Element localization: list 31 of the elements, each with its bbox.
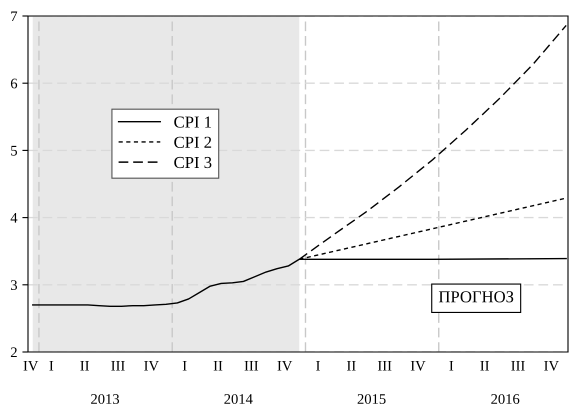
text: I [316, 360, 320, 371]
legend-label: CPI 2 [174, 136, 212, 148]
y-tick-label: 4 [10, 213, 18, 223]
x-tick-label: 2016 [491, 394, 520, 404]
text: IV [410, 360, 426, 371]
y-tick-label: 3 [10, 280, 18, 290]
text: II [480, 360, 490, 371]
y-tick-label: 5 [11, 146, 18, 156]
y-tick-label: 2 [10, 347, 17, 358]
y-tick-label: 7 [11, 12, 18, 22]
y-tick-label: 6 [10, 78, 18, 88]
text: I [182, 360, 187, 371]
legend-label: CPI 3 [174, 156, 212, 168]
text: III [111, 360, 125, 371]
text: II [347, 360, 356, 371]
text: I [449, 360, 454, 371]
text: III [378, 360, 392, 371]
x-tick-label: 2015 [358, 394, 386, 404]
x-tick-label: 2014 [224, 394, 253, 404]
text: IV [24, 360, 38, 371]
annotation: ПРОГНОЗ [438, 291, 514, 302]
text: IV [144, 360, 159, 371]
text: II [214, 360, 222, 371]
text: IV [544, 360, 559, 371]
text: I [49, 360, 54, 371]
text: III [511, 360, 525, 371]
text: II [80, 360, 90, 371]
legend-label: CPI 1 [174, 116, 212, 128]
text: III [244, 360, 258, 371]
x-tick-label: 2013 [91, 394, 120, 404]
text: IV [278, 360, 292, 371]
